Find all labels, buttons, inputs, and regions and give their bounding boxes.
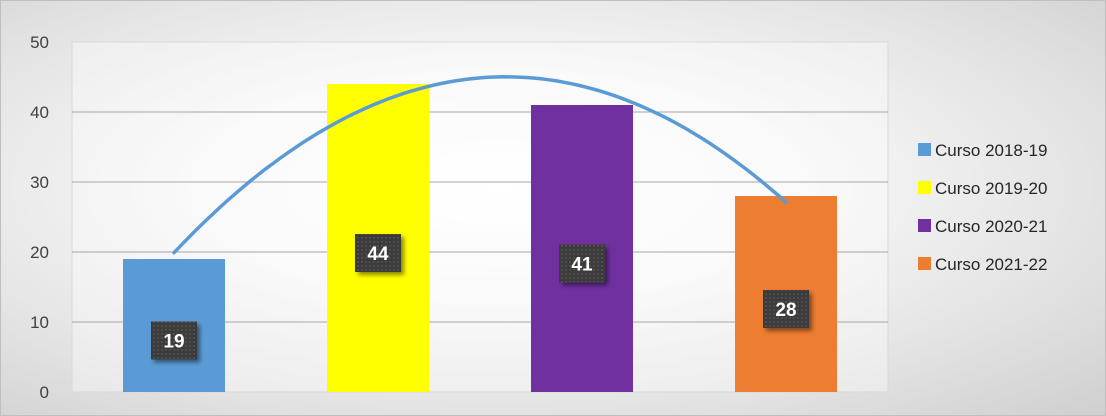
y-tick-label: 10 (30, 313, 49, 332)
data-label: 19 (151, 321, 197, 360)
data-labels: 19 44 41 28 (151, 234, 809, 360)
y-axis: 0 10 20 30 40 50 (30, 33, 49, 402)
legend-item: Curso 2020-21 (918, 217, 1047, 236)
data-label-box (151, 321, 197, 360)
legend-swatch (918, 257, 931, 270)
data-label-text: 44 (367, 244, 389, 265)
legend-item: Curso 2019-20 (918, 179, 1047, 198)
data-label-box (355, 234, 401, 272)
data-label: 44 (355, 234, 401, 272)
y-tick-label: 40 (30, 103, 49, 122)
y-tick-label: 0 (40, 383, 49, 402)
y-tick-label: 50 (30, 33, 49, 52)
legend-label: Curso 2019-20 (935, 179, 1047, 198)
legend-label: Curso 2018-19 (935, 141, 1047, 160)
data-label-text: 28 (775, 300, 796, 321)
legend: Curso 2018-19 Curso 2019-20 Curso 2020-21 C… (918, 141, 1047, 274)
legend-item: Curso 2018-19 (918, 141, 1047, 160)
data-label-text: 19 (163, 332, 184, 353)
legend-swatch (918, 181, 931, 194)
trendline (172, 75, 788, 255)
data-label-box (559, 244, 605, 283)
legend-label: Curso 2020-21 (935, 217, 1047, 236)
data-label-box (763, 290, 809, 328)
legend-item: Curso 2021-22 (918, 255, 1047, 274)
data-label-text: 41 (571, 255, 593, 276)
legend-label: Curso 2021-22 (935, 255, 1047, 274)
y-tick-label: 20 (30, 243, 49, 262)
data-label: 41 (559, 244, 605, 283)
legend-swatch (918, 143, 931, 156)
legend-swatch (918, 219, 931, 232)
y-tick-label: 30 (30, 173, 49, 192)
data-label: 28 (763, 290, 809, 328)
